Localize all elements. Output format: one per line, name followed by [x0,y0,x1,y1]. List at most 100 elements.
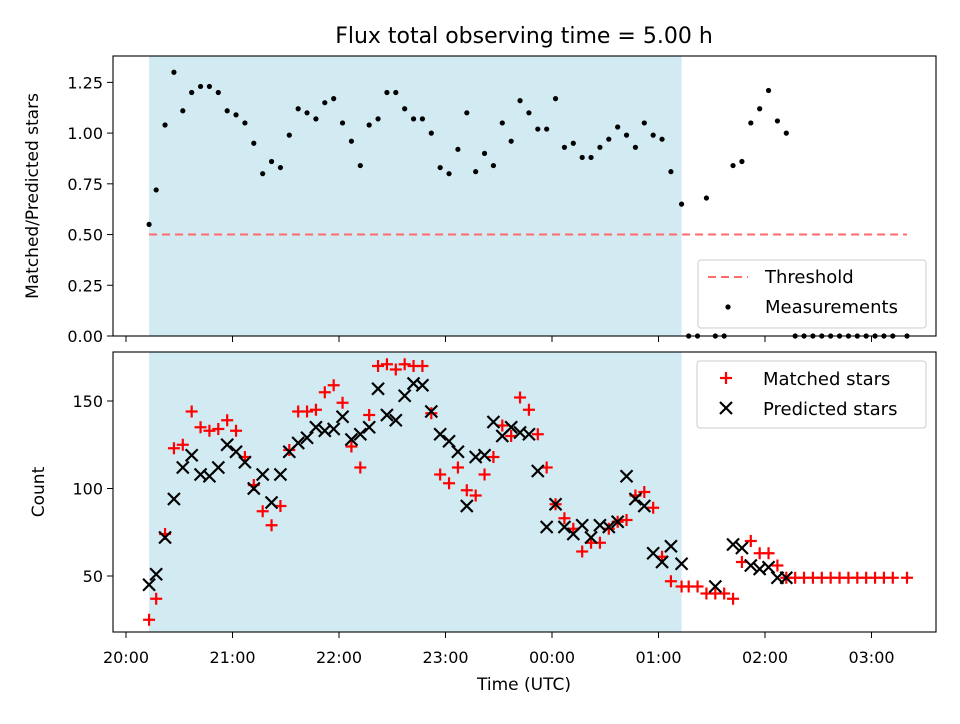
matched-stars-point [309,403,322,416]
measurement-point [322,100,328,106]
predicted-stars-point [220,437,234,452]
measurement-point [375,116,381,122]
measurement-point [490,162,497,169]
predicted-stars-point [584,530,598,545]
measurement-point [623,132,630,138]
measurement-point [437,164,443,171]
measurement-point [402,106,408,112]
legend-measurements-label: Measurements [765,297,898,318]
predicted-stars-point [442,434,456,449]
bottom-ytick-label: 150 [72,392,103,411]
measurement-point [339,120,346,126]
bottom-legend-box [696,360,927,429]
matched-stars-point [620,514,633,526]
predicted-stars-point [460,499,474,513]
measurement-point [304,110,310,116]
measurement-point [357,162,363,169]
top-legend: Threshold Measurements [697,259,927,329]
predicted-stars-point [184,448,199,463]
predicted-stars-point [353,427,368,442]
measurement-point [552,96,559,102]
measurement-point [419,116,426,122]
predicted-stars-point [433,427,447,442]
legend-predicted-label: Predicted stars [763,399,897,420]
measurement-point [189,89,195,96]
predicted-stars-point [655,555,669,569]
measurement-point [146,221,152,228]
measurement-point [517,98,523,104]
matched-stars-point [901,571,913,584]
matched-stars-point [460,484,473,497]
matched-stars-point [576,545,589,558]
predicted-stars-point [735,541,749,555]
measurement-point [295,106,301,112]
top-ytick-label: 0.50 [67,226,103,245]
legend-matched-swatch [720,372,732,384]
predicted-stars-point [708,579,723,594]
predicted-stars-point [486,415,501,429]
matched-stars-point [443,477,456,490]
matched-stars-point [301,405,314,418]
measurement-point [561,144,568,150]
measurement-point [206,83,213,90]
predicted-stars-point [451,444,465,459]
matched-stars-point [265,519,278,532]
measurement-point [224,108,230,114]
predicted-stars-point [744,558,758,573]
matched-stars-point [469,489,482,502]
matched-stars-point [664,575,677,588]
matched-stars-point [167,442,180,455]
predicted-stars-point [637,499,652,513]
measurement-point [446,171,452,177]
predicted-stars-point [149,567,163,582]
matched-stars-point [336,396,349,409]
predicted-stars-point [575,518,589,533]
measurement-point [171,69,177,75]
matched-stars-point [691,580,704,593]
predicted-stars-point [371,381,385,396]
predicted-stars-point [326,422,341,436]
measurement-point [410,116,417,122]
predicted-stars-point [229,444,243,459]
predicted-stars-point [674,556,689,571]
measurement-point [774,118,781,124]
predicted-stars-point [522,427,536,442]
measurement-point [366,122,372,128]
measurement-point [632,144,639,150]
matched-stars-point [345,440,358,453]
xtick-label: 01:00 [635,648,681,667]
measurement-point [678,201,685,207]
matched-stars-point [185,405,198,418]
predicted-stars-point [380,408,394,422]
matched-stars-point [425,407,438,420]
matched-stars-point [558,512,571,525]
bottom-shaded-span [149,352,682,632]
top-axes-frame [112,55,937,337]
predicted-stars-point [664,539,678,554]
top-ytick-label: 1.00 [67,124,103,143]
bottom-legend: Matched stars Predicted stars [696,360,927,429]
xtick-label: 22:00 [316,648,362,667]
measurement-point [473,169,479,175]
predicted-stars-point [628,492,643,506]
measurement-point [393,89,399,96]
measurement-point [331,96,337,102]
measurement-point [499,120,505,126]
legend-matched-label: Matched stars [763,369,890,390]
measurement-point [668,169,674,175]
predicted-stars-point [167,492,181,506]
measurement-point [348,138,355,144]
top-ytick-label: 0.75 [67,175,103,194]
matched-stars-point [886,571,899,584]
matched-stars-point [531,428,544,441]
predicted-stars-point [255,467,270,482]
matched-stars-point [478,468,491,481]
bottom-axes-frame [112,351,937,633]
predicted-stars-point [548,497,563,512]
xtick-label: 20:00 [103,648,149,667]
measurement-point [180,108,186,114]
measurement-point [153,187,159,193]
predicted-stars-point [619,469,634,484]
top-shaded-span [149,56,682,336]
matched-stars-point [389,363,402,376]
